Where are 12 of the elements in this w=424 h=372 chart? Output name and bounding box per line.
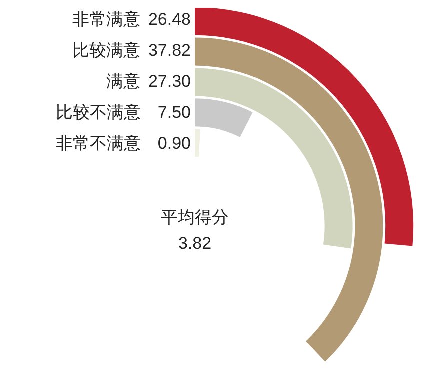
category-label: 比较不满意: [56, 102, 141, 124]
data-label: 7.50: [156, 102, 191, 124]
text: 3.82: [177, 234, 213, 254]
data-label: 26.48: [148, 9, 191, 31]
text: 平均得分: [160, 207, 230, 229]
data-label: 37.82: [148, 40, 191, 62]
category-label: 非常不满意: [56, 133, 141, 155]
category-label: 比较满意: [72, 40, 140, 62]
category-label: 满意: [106, 71, 140, 93]
category-label: 非常满意: [72, 9, 140, 31]
data-label: 0.90: [156, 133, 191, 155]
data-label: 27.30: [148, 71, 191, 93]
